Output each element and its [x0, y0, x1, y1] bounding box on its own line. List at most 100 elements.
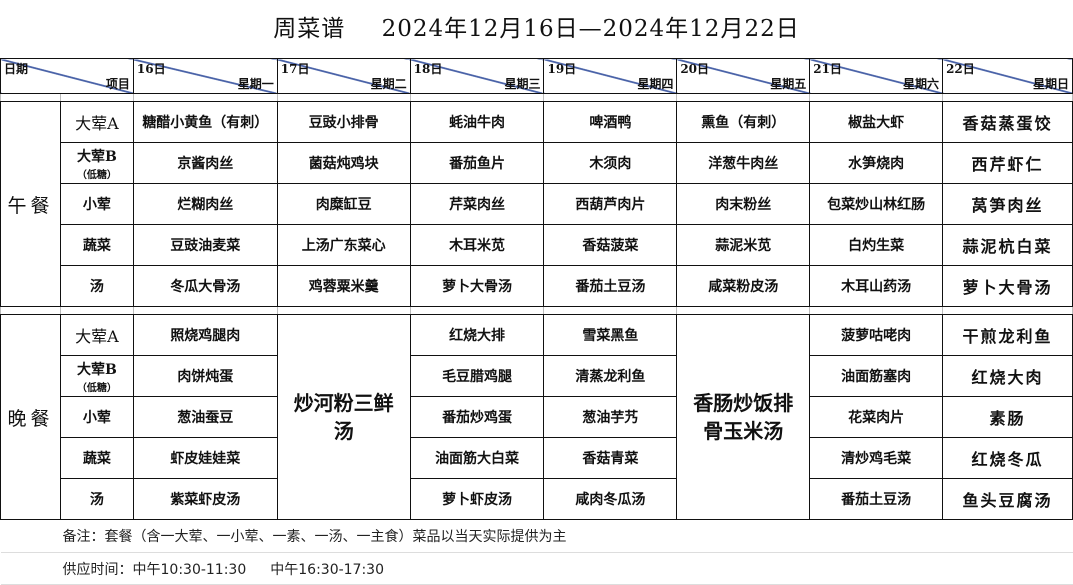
dish-cell: 红烧冬瓜	[942, 437, 1073, 479]
dish-cell: 菌菇炖鸡块	[276, 142, 411, 184]
dish-cell: 虾皮娃娃菜	[132, 437, 278, 479]
dish-cell: 京酱肉丝	[132, 142, 278, 184]
dish-cell: 清炒鸡毛菜	[809, 437, 944, 479]
dish-cell: 蒜泥米苋	[676, 224, 811, 266]
day-weekday: 星期日	[1032, 77, 1069, 91]
category-cell: 大荤B （低糖）	[59, 142, 134, 184]
merged-dish-cell: 香肠炒饭排骨玉米汤	[676, 314, 811, 520]
dish-cell: 雪菜黑鱼	[543, 314, 678, 356]
dish-cell: 鸡蓉粟米羹	[276, 265, 411, 307]
lunch-row: 午餐 大荤A 糖醋小黄鱼（有刺） 豆豉小排骨 蚝油牛肉 啤酒鸭 熏鱼（有刺） 椒盐大虾 香菇蒸蛋…	[0, 101, 1073, 307]
dish-cell: 上汤广东菜心	[276, 224, 411, 266]
dish-cell: 萝卜大骨汤	[409, 265, 545, 307]
header-row: 日期 项目 16日 星期一 17日 星期二 18日 星期三 19日 星期四 20日 星期五 21日 星期六…	[0, 58, 1073, 94]
dish-cell: 香菇青菜	[543, 437, 678, 479]
spacer-cell	[0, 306, 61, 315]
day-header: 16日 星期一	[132, 58, 278, 94]
day-date: 22日	[946, 62, 975, 76]
category-name: 大荤A	[75, 114, 119, 133]
dish-cell: 葱油芋艿	[543, 396, 678, 438]
dish-cell: 番茄炒鸡蛋	[409, 396, 545, 438]
day-weekday: 星期三	[504, 77, 541, 91]
dish-cell: 香菇菠菜	[543, 224, 678, 266]
dish-cell: 萝卜大骨汤	[942, 265, 1073, 307]
corner-item-label: 项目	[105, 77, 130, 91]
dinner-row: 蔬菜 虾皮娃娃菜 油面筋大白菜 香菇青菜 清炒鸡毛菜 红烧冬瓜	[1, 437, 1073, 479]
day-header: 18日星期三	[409, 58, 545, 94]
dish-cell: 咸肉冬瓜汤	[543, 478, 678, 520]
date-range: 2024年12月16日—2024年12月22日	[381, 16, 800, 42]
day-weekday: 星期一	[237, 77, 274, 91]
spacer-row	[0, 306, 1073, 315]
spacer-cell	[942, 93, 1073, 102]
corner-date-label: 日期	[4, 62, 29, 76]
dish-cell: 番茄土豆汤	[809, 478, 944, 520]
dish-cell: 清蒸龙利鱼	[543, 355, 678, 397]
dish-cell: 豆豉油麦菜	[132, 224, 278, 266]
dish-cell: 鱼头豆腐汤	[942, 478, 1073, 520]
dish-cell: 油面筋塞肉	[809, 355, 944, 397]
dish-cell: 素肠	[942, 396, 1073, 438]
spacer-cell	[132, 93, 278, 102]
dish-cell: 木耳山药汤	[809, 265, 944, 307]
spacer-cell	[59, 93, 134, 102]
day-header: 17日星期二	[276, 58, 411, 94]
dish-cell: 啤酒鸭	[543, 101, 678, 143]
dinner-row: 小荤 葱油蚕豆 番茄炒鸡蛋 葱油芋艿 花菜肉片 素肠	[1, 396, 1073, 438]
category-cell: 小荤	[59, 396, 134, 438]
dish-cell: 西葫芦肉片	[543, 183, 678, 225]
category-name: 大荤B	[77, 148, 117, 165]
dish-cell: 干煎龙利鱼	[942, 314, 1073, 356]
footer-note: 备注：套餐（含一大荤、一小荤、一素、一汤、一主食）菜品以当天实际提供为主	[0, 519, 1073, 553]
category-cell: 汤	[59, 478, 134, 520]
spacer-cell	[676, 93, 811, 102]
corner-cell: 日期项目	[0, 58, 134, 94]
dish-cell: 肉糜缸豆	[276, 183, 411, 225]
category-cell: 大荤A	[59, 101, 134, 143]
footer-hours: 供应时间：中午10:30-11:30 中午16:30-17:30	[0, 552, 1073, 585]
spacer-cell	[809, 306, 944, 315]
dish-cell: 肉饼炖蛋	[132, 355, 278, 397]
spacer-cell	[59, 306, 134, 315]
dish-cell: 洋葱牛肉丝	[676, 142, 811, 184]
dish-cell: 木须肉	[543, 142, 678, 184]
category-name: 蔬菜	[82, 238, 111, 254]
lunch-row: 小荤 烂糊肉丝 肉糜缸豆 芹菜肉丝 西葫芦肉片 肉末粉丝 包菜炒山林红肠 莴笋肉丝	[1, 183, 1073, 225]
dish-cell: 照烧鸡腿肉	[132, 314, 278, 356]
lunch-row: 大荤B （低糖） 京酱肉丝 菌菇炖鸡块 番茄鱼片 木须肉 洋葱牛肉丝 水笋烧肉 西芹虾仁	[1, 142, 1073, 184]
dish-cell: 菠萝咕咾肉	[809, 314, 944, 356]
dish-cell: 冬瓜大骨汤	[132, 265, 278, 307]
dish-cell: 香菇蒸蛋饺	[942, 101, 1073, 143]
category-cell: 蔬菜	[59, 437, 134, 479]
dish-cell: 芹菜肉丝	[409, 183, 545, 225]
category-name: 大荤A	[75, 327, 119, 346]
footer-hours-row: 供应时间：中午10:30-11:30 中午16:30-17:30	[0, 552, 1073, 585]
day-date: 20日	[680, 62, 710, 76]
dish-cell: 油面筋大白菜	[409, 437, 545, 479]
day-weekday: 星期二	[370, 77, 407, 91]
spacer-cell	[276, 306, 411, 315]
spacer-cell	[543, 93, 678, 102]
dish-cell: 豆豉小排骨	[276, 101, 411, 143]
dish-cell: 花菜肉片	[809, 396, 944, 438]
day-weekday: 星期四	[637, 77, 674, 91]
dish-cell: 蚝油牛肉	[409, 101, 545, 143]
hours-dinner: 中午16:30-17:30	[270, 561, 384, 578]
dish-cell: 葱油蚕豆	[132, 396, 278, 438]
day-date: 17日	[280, 62, 310, 76]
day-date: 18日	[413, 62, 443, 76]
dish-cell: 肉末粉丝	[676, 183, 811, 225]
dish-cell: 椒盐大虾	[809, 101, 944, 143]
dinner-row: 晚餐 大荤A 照烧鸡腿肉 炒河粉三鲜汤 红烧大排 雪菜黑鱼 香肠炒饭排骨玉米汤 菠萝咕咾肉 干煎…	[0, 314, 1073, 520]
dish-cell: 烂糊肉丝	[132, 183, 278, 225]
day-weekday: 星期六	[903, 77, 940, 91]
category-name: 汤	[89, 279, 104, 295]
dish-cell: 木耳米苋	[409, 224, 545, 266]
page-title: 周菜谱 2024年12月16日—2024年12月22日	[0, 0, 1073, 58]
category-note: （低糖）	[76, 382, 117, 394]
dinner-row: 大荤B （低糖） 肉饼炖蛋 毛豆腊鸡腿 清蒸龙利鱼 油面筋塞肉 红烧大肉	[1, 355, 1073, 397]
day-header: 21日 星期六	[809, 58, 944, 94]
dish-cell: 熏鱼（有刺）	[676, 101, 811, 143]
spacer-cell	[0, 93, 61, 102]
lunch-row: 蔬菜 豆豉油麦菜 上汤广东菜心 木耳米苋 香菇菠菜 蒜泥米苋 白灼生菜 蒜泥杭白菜	[1, 224, 1073, 266]
